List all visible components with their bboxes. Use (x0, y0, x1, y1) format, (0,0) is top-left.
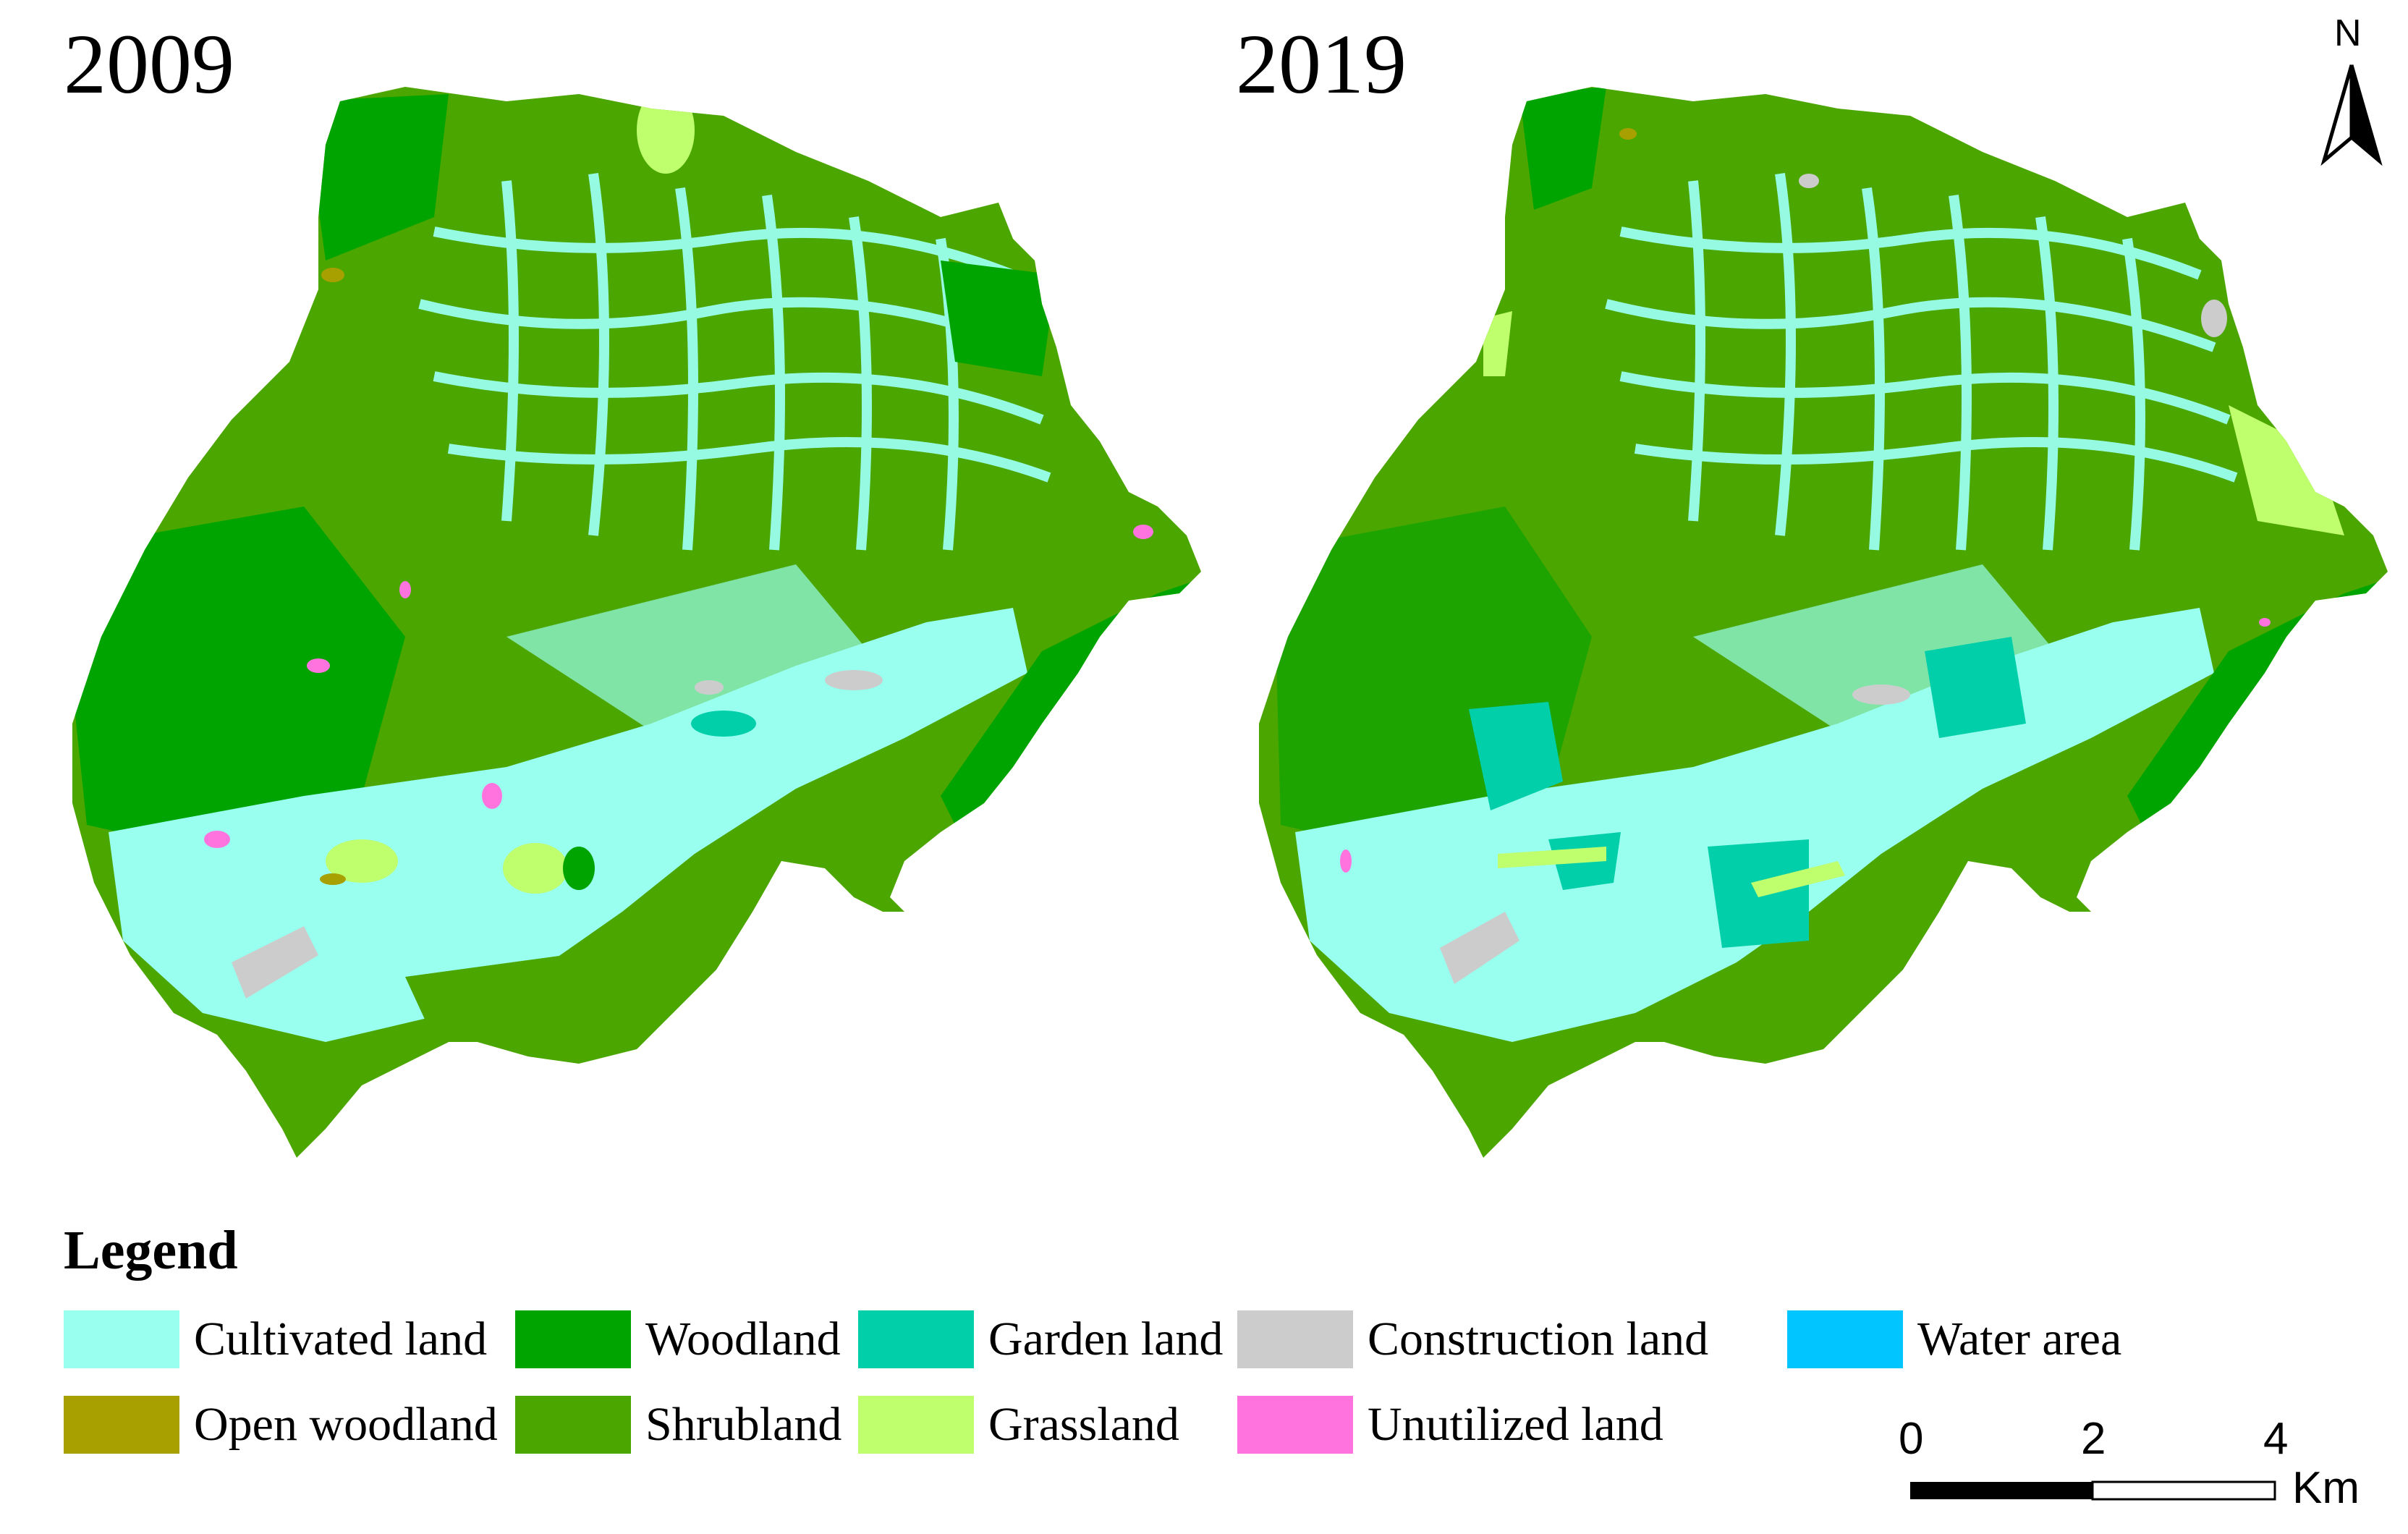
legend-swatch-shrubland (515, 1396, 631, 1454)
map-title-2019: 2019 (1236, 17, 1407, 111)
scale-bar-segment-black (1910, 1482, 2093, 1499)
scale-tick-4: 4 (2263, 1414, 2289, 1464)
north-label: N (2334, 12, 2362, 54)
legend-swatch-garden-land (858, 1310, 974, 1368)
legend-swatch-grassland (858, 1396, 974, 1454)
legend-swatch-construction-land (1237, 1310, 1353, 1368)
scale-tick-0: 0 (1899, 1414, 1924, 1464)
legend-item-construction-land: Construction land (1237, 1310, 1708, 1369)
legend-item-open-woodland: Open woodland (64, 1395, 498, 1454)
legend-item-shrubland: Shrubland (515, 1395, 841, 1454)
legend-title: Legend (64, 1220, 238, 1281)
legend-swatch-woodland (515, 1310, 631, 1368)
legend-label: Shrubland (645, 1398, 842, 1451)
scale-bar-segment-white (2091, 1480, 2276, 1501)
legend-label: Water area (1917, 1313, 2122, 1365)
scale-tick-2: 2 (2081, 1414, 2106, 1464)
north-arrow-icon (2320, 64, 2383, 166)
legend-label: Construction land (1368, 1313, 1709, 1365)
legend-label: Garden land (988, 1313, 1224, 1365)
legend-swatch-water-area (1787, 1310, 1903, 1368)
legend-label: Unutilized land (1368, 1398, 1663, 1451)
legend-label: Woodland (645, 1313, 841, 1365)
legend-item-garden-land: Garden land (858, 1310, 1223, 1369)
scale-bar (1910, 1480, 2276, 1501)
land-use-map-2019 (1259, 87, 2388, 1158)
legend-label: Grassland (988, 1398, 1179, 1451)
legend-item-woodland: Woodland (515, 1310, 841, 1369)
legend-item-water-area: Water area (1787, 1310, 2121, 1369)
legend-swatch-cultivated-land (64, 1310, 179, 1368)
legend-label: Cultivated land (194, 1313, 488, 1365)
legend-item-grassland: Grassland (858, 1395, 1179, 1454)
legend-swatch-open-woodland (64, 1396, 179, 1454)
scale-unit: Km (2292, 1463, 2360, 1513)
legend-swatch-unutilized-land (1237, 1396, 1353, 1454)
land-use-map-2009 (72, 87, 1201, 1158)
legend-item-cultivated-land: Cultivated land (64, 1310, 487, 1369)
map-title-2009: 2009 (64, 17, 234, 111)
legend-item-unutilized-land: Unutilized land (1237, 1395, 1663, 1454)
legend-label: Open woodland (194, 1398, 498, 1451)
